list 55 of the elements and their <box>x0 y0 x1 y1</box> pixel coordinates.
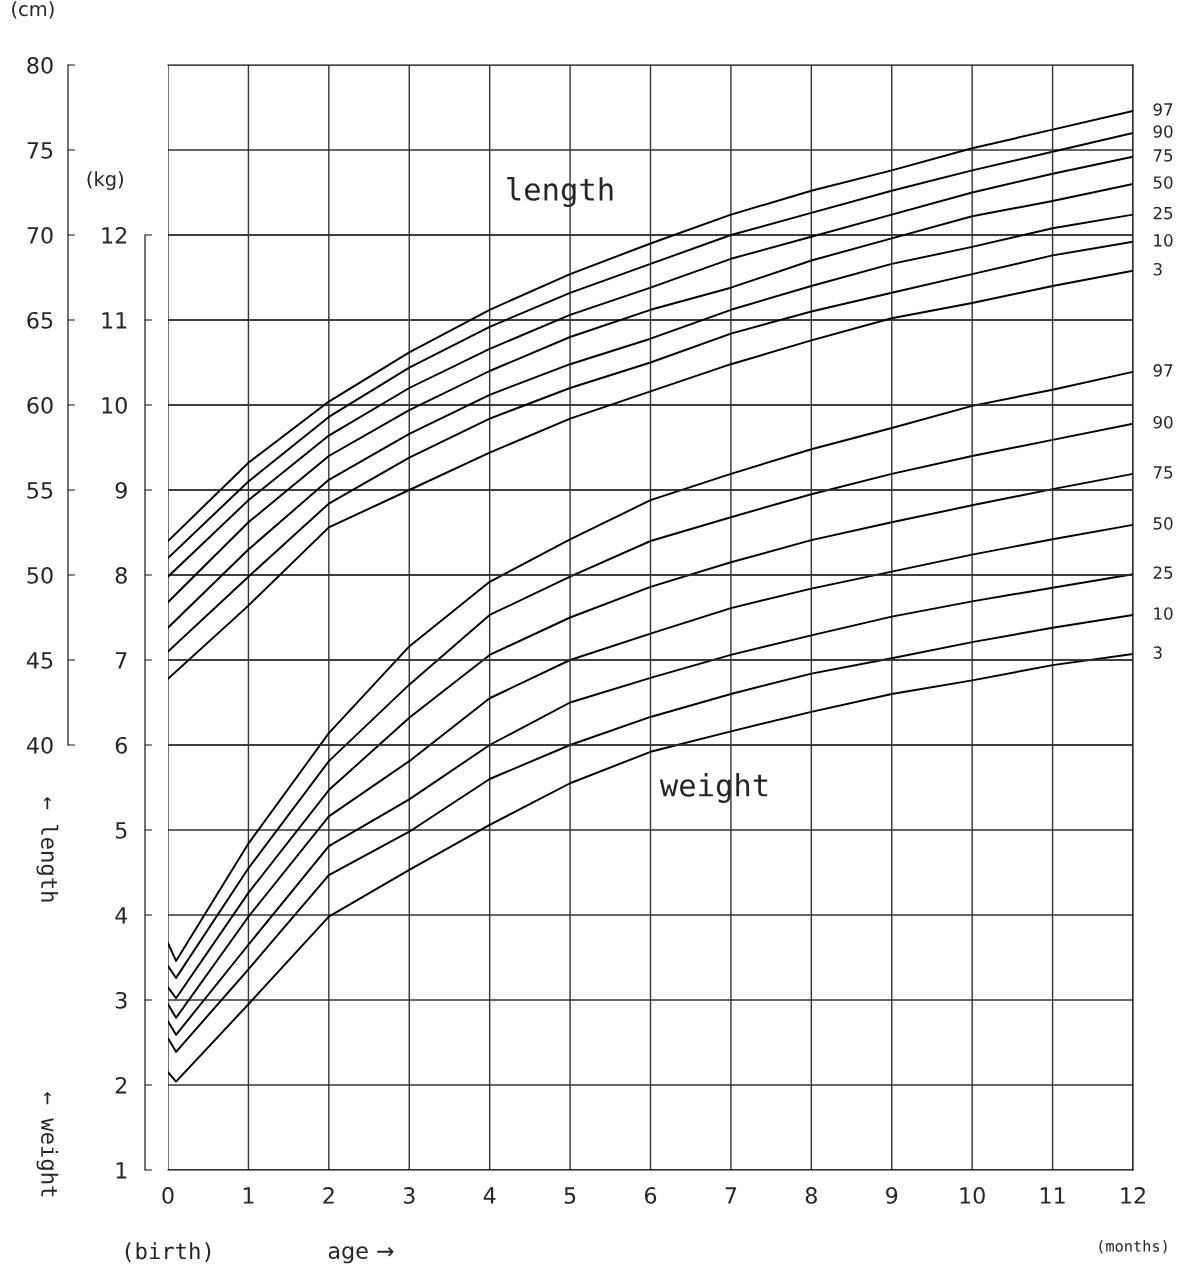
series-label: 3 <box>1153 262 1162 276</box>
text: ← weight <box>36 1092 59 1197</box>
y-tick-label: 2 <box>115 1076 127 1094</box>
y2-tick-label: 75 <box>27 142 53 159</box>
x-tick-label: 12 <box>1121 1187 1145 1204</box>
series-label: 50 <box>1153 517 1173 530</box>
series-label: 90 <box>1153 125 1173 138</box>
y2-axis-title: (cm) <box>12 1 54 19</box>
y-tick-label: 11 <box>102 312 127 329</box>
y2-tick-label: 70 <box>27 226 53 244</box>
y-axis-title: (kg) <box>87 171 123 190</box>
x-tick-label: 11 <box>1040 1187 1065 1204</box>
x-tick-label: 10 <box>960 1187 985 1204</box>
text: (birth) <box>125 1242 211 1262</box>
series-label: 10 <box>1154 607 1173 620</box>
y-tick-label: 4 <box>115 907 128 924</box>
text: ← length <box>36 797 59 902</box>
y-tick-label: 6 <box>115 736 127 754</box>
series-label: 97 <box>1153 364 1173 377</box>
y2-tick-label: 50 <box>27 566 53 584</box>
x-tick-label: 1 <box>243 1187 254 1204</box>
y2-tick-label: 55 <box>27 482 53 499</box>
text: (months) <box>1099 1240 1167 1254</box>
y2-tick-label: 40 <box>26 736 53 754</box>
x-axis-title: age → <box>328 1246 394 1264</box>
series-label: 3 <box>1153 646 1162 659</box>
x-tick-label: 3 <box>403 1187 415 1204</box>
x-tick-label: 5 <box>564 1187 576 1204</box>
y2-tick-label: 45 <box>26 652 53 669</box>
y2-tick-label: 65 <box>27 311 53 329</box>
x-tick-label: 8 <box>805 1187 817 1204</box>
y-tick-label: 1 <box>116 1162 127 1179</box>
y-tick-label: 9 <box>115 481 127 499</box>
x-tick-label: 4 <box>483 1187 496 1204</box>
y-tick-label: 5 <box>115 822 127 839</box>
series-label: 10 <box>1154 234 1173 247</box>
series-label: 50 <box>1153 176 1173 189</box>
x-tick-label: 0 <box>162 1187 174 1204</box>
x-tick-label: 6 <box>644 1187 657 1204</box>
y2-tick-label: 80 <box>27 56 53 74</box>
y-tick-label: 7 <box>116 652 127 669</box>
y-tick-label: 8 <box>115 566 127 584</box>
y-tick-label: 12 <box>102 226 127 244</box>
series-label: 90 <box>1153 415 1173 429</box>
y2-tick-label: 60 <box>27 396 53 414</box>
series-label: 75 <box>1153 466 1173 479</box>
x-tick-label: 9 <box>886 1187 898 1204</box>
x-tick-label: 2 <box>323 1187 334 1204</box>
series-label: 25 <box>1153 206 1173 220</box>
y-tick-label: 3 <box>115 991 127 1009</box>
x-tick-label: 7 <box>725 1187 737 1204</box>
series-label: 75 <box>1153 149 1173 162</box>
y-tick-label: 10 <box>102 396 127 414</box>
series-label: 25 <box>1153 566 1173 579</box>
series-label: 97 <box>1153 103 1173 116</box>
